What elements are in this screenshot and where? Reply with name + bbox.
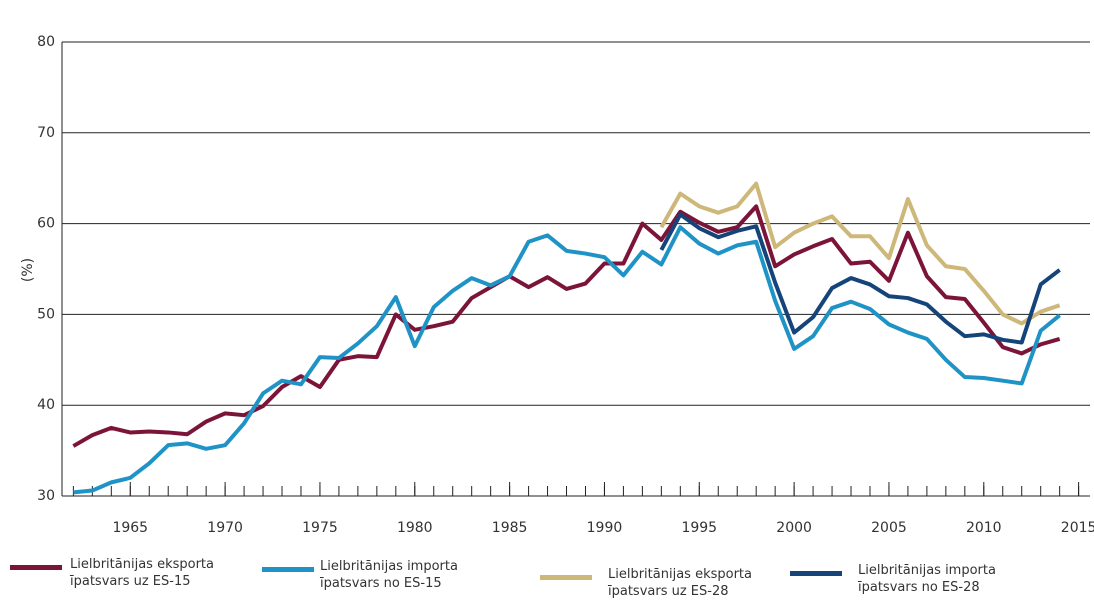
x-tick-label: 2000 — [776, 520, 812, 536]
y-axis-label: (%) — [20, 258, 36, 282]
y-tick-label: 30 — [37, 488, 55, 504]
legend-swatch — [540, 575, 592, 580]
y-tick-label: 40 — [37, 397, 55, 413]
x-tick-label: 1970 — [207, 520, 243, 536]
x-tick-label: 1980 — [397, 520, 433, 536]
x-tick-label: 1975 — [302, 520, 338, 536]
legend-swatch — [10, 565, 62, 570]
y-tick-label: 70 — [37, 125, 55, 141]
legend-label: Lielbritānijas importa īpatsvars no ES-1… — [320, 559, 458, 591]
legend-label: Lielbritānijas importa īpatsvars no ES-2… — [858, 563, 996, 595]
line-series — [73, 225, 1061, 495]
y-tick-label: 80 — [37, 34, 55, 50]
legend-label: Lielbritānijas eksporta īpatsvars uz ES-… — [70, 557, 214, 589]
legend-swatch — [262, 567, 314, 572]
x-tick-label: 1965 — [112, 520, 148, 536]
x-tick-label: 1990 — [587, 520, 623, 536]
legend-label: Lielbritānijas eksporta īpatsvars uz ES-… — [608, 567, 752, 599]
chart: (%) 30 40 50 60 70 80 1965 1970 1975 1980 1985 1990… — [20, 34, 1094, 536]
line-series — [72, 204, 1061, 448]
x-tick-label: 2010 — [966, 520, 1002, 536]
x-tick-label: 2015 — [1061, 520, 1094, 536]
x-tick-label: 2005 — [871, 520, 907, 536]
x-tick-label: 1995 — [681, 520, 717, 536]
line-series — [659, 181, 1061, 326]
legend-swatch — [790, 571, 842, 576]
y-tick-label: 50 — [37, 306, 55, 322]
y-tick-label: 60 — [37, 216, 55, 232]
x-tick-label: 1985 — [492, 520, 528, 536]
line-series — [659, 212, 1061, 345]
